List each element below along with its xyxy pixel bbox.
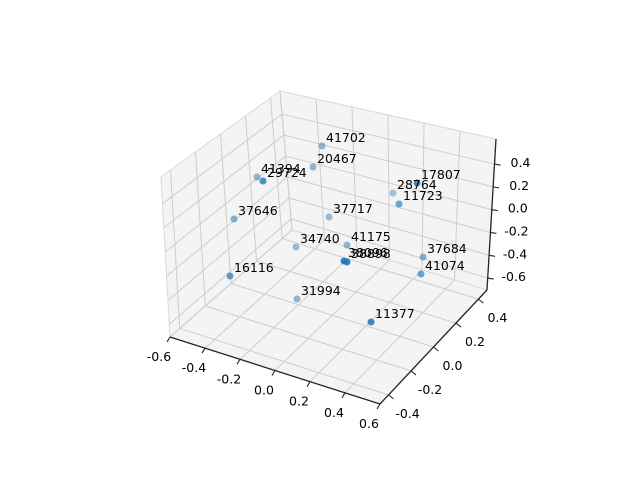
tick-marks: [166, 163, 501, 410]
tick-labels: -0.6-0.4-0.20.00.20.40.6-0.4-0.20.00.20.…: [147, 155, 531, 431]
data-point: [417, 270, 425, 278]
data-point: [292, 243, 300, 251]
data-point-label: 41394: [261, 161, 301, 176]
z-axis-tick-label: -0.6: [502, 269, 526, 284]
data-point-label: 28764: [397, 177, 437, 192]
data-point: [318, 142, 326, 150]
data-point: [389, 189, 397, 197]
data-point: [419, 253, 427, 261]
data-point-label: 41175: [351, 229, 391, 244]
data-point: [230, 215, 238, 223]
x-axis-tick-label: -0.6: [147, 349, 171, 364]
data-point-label: 29724: [267, 165, 307, 180]
y-axis-tick-label: 0.2: [465, 334, 485, 349]
data-point: [253, 173, 261, 181]
y-axis-tick-label: -0.2: [418, 382, 442, 397]
data-point-label: 31994: [301, 283, 341, 298]
data-point: [413, 179, 421, 187]
z-axis-tick-label: -0.4: [503, 246, 527, 261]
data-point-label: 34740: [300, 231, 340, 246]
x-axis-tick-label: 0.2: [289, 394, 309, 409]
data-point-label: 38898: [351, 246, 391, 261]
x-axis-tick-label: 0.4: [324, 405, 344, 420]
data-point: [367, 318, 375, 326]
y-axis-tick-label: 0.4: [487, 310, 507, 325]
data-point-label: 37717: [333, 201, 373, 216]
data-point: [325, 213, 333, 221]
data-point-label: 41074: [425, 258, 465, 273]
x-axis-tick-label: 0.0: [254, 383, 274, 398]
data-point-label: 17807: [421, 167, 461, 182]
y-axis-tick-label: -0.4: [395, 406, 419, 421]
data-point: [343, 258, 351, 266]
data-point-label: 20467: [317, 151, 357, 166]
data-point-label: 11723: [403, 188, 443, 203]
z-axis-tick-label: 0.0: [508, 201, 528, 216]
y-axis-tick-label: 0.0: [443, 358, 463, 373]
data-point-label: 16116: [234, 260, 274, 275]
data-point-label: 38096: [348, 245, 388, 260]
z-axis-tick-label: 0.2: [509, 178, 529, 193]
data-point-label: 37646: [238, 203, 278, 218]
data-point-label: 41702: [326, 130, 366, 145]
data-point: [309, 163, 317, 171]
scatter-points: [226, 142, 427, 326]
data-point: [259, 177, 267, 185]
x-axis-tick-label: 0.6: [359, 416, 379, 431]
z-axis-tick-label: -0.2: [504, 223, 528, 238]
x-axis-tick-label: -0.4: [182, 360, 206, 375]
x-axis-tick-label: -0.2: [217, 371, 241, 386]
data-point: [293, 295, 301, 303]
data-point-label: 37684: [427, 241, 467, 256]
data-point: [343, 241, 351, 249]
data-point: [226, 272, 234, 280]
z-axis-tick-label: 0.4: [511, 155, 531, 170]
data-point: [395, 200, 403, 208]
data-point-label: 11377: [375, 306, 415, 321]
